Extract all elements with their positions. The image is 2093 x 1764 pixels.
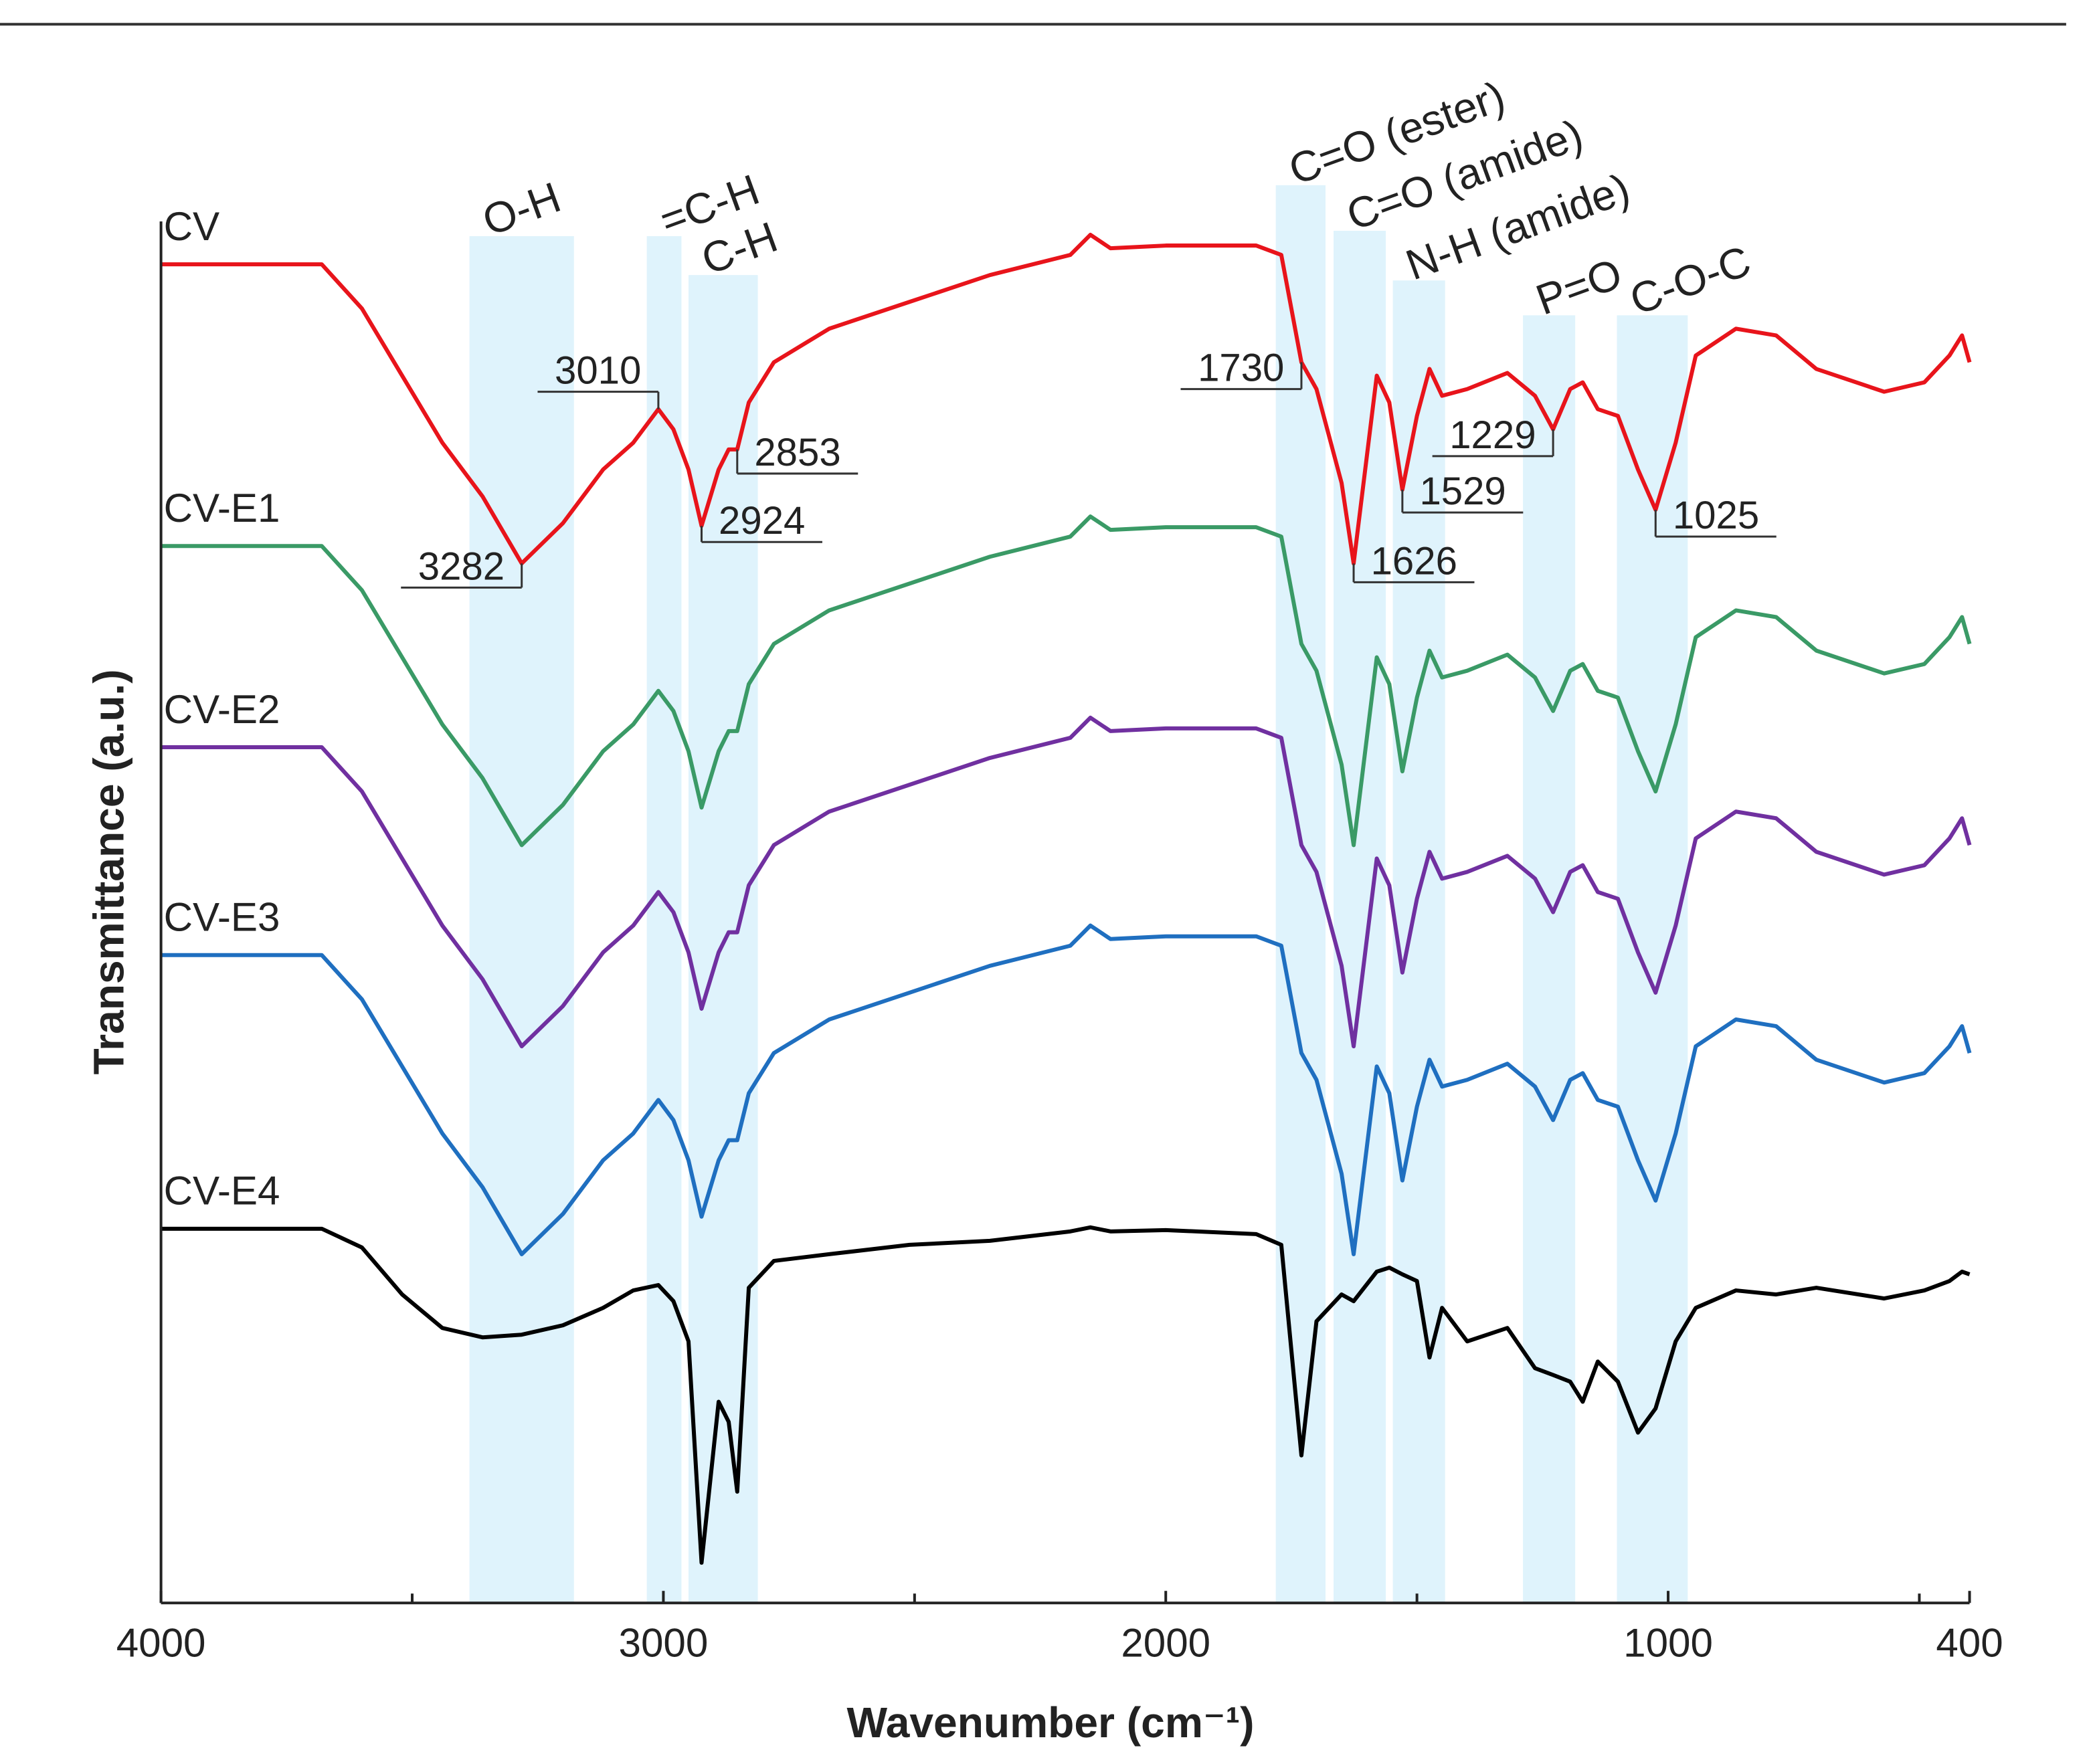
band: [1523, 315, 1576, 1603]
series-label: CV: [164, 204, 220, 249]
spectrum-line: [161, 514, 1972, 848]
y-axis-label: Transmittance (a.u.): [84, 669, 132, 1074]
peak-label: 1626: [1371, 539, 1457, 583]
band: [1275, 185, 1326, 1603]
peak-label: 1229: [1449, 413, 1536, 457]
peak-label: 3282: [418, 545, 505, 588]
bands: [469, 185, 1688, 1603]
x-tick-label: 1000: [1623, 1620, 1713, 1665]
series-label: CV-E3: [164, 895, 280, 940]
peak-label: 2924: [719, 499, 805, 543]
band: [469, 236, 574, 1603]
x-axis-label: Wavenumber (cm⁻¹): [847, 1698, 1255, 1747]
peak-label: 1730: [1198, 347, 1284, 390]
axes: 4000 3000 2000 1000 400: [116, 221, 2003, 1665]
x-tick-label: 2000: [1121, 1620, 1210, 1665]
x-tick-label: 400: [1936, 1620, 2003, 1665]
plot-lines: [161, 233, 1972, 1565]
spectrum-line: [161, 923, 1972, 1256]
band-label: P=O: [1530, 249, 1628, 324]
x-tick-label: 4000: [116, 1620, 206, 1665]
series-label: CV-E4: [164, 1169, 280, 1213]
series-label: CV-E2: [164, 687, 280, 732]
band: [1617, 315, 1688, 1603]
series-label: CV-E1: [164, 486, 280, 530]
band-label: C-O-C: [1624, 236, 1757, 324]
x-tick-label: 3000: [619, 1620, 709, 1665]
band-label: O-H: [476, 173, 567, 245]
peak-label: 3010: [555, 349, 641, 393]
spectrum-line: [161, 233, 1972, 566]
peak-label: 1025: [1673, 494, 1759, 537]
peak-label: 2853: [754, 431, 840, 474]
band: [1334, 231, 1386, 1603]
spectrum-line: [161, 715, 1972, 1049]
spectrum-line: [161, 1225, 1971, 1565]
peak-label: 1529: [1419, 470, 1506, 513]
